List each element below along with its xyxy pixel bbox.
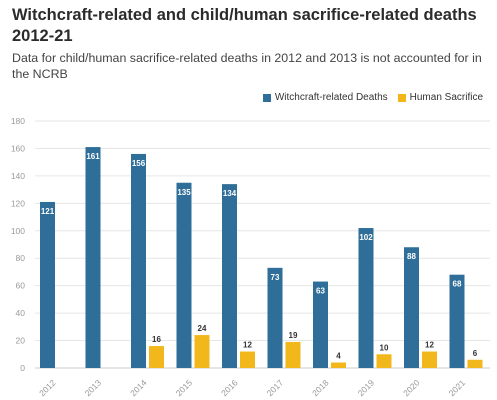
bar-witchcraft[interactable] <box>267 267 283 368</box>
y-tick-label: 0 <box>20 363 25 373</box>
data-label: 24 <box>198 324 207 333</box>
chart-legend: Witchcraft-related Deaths Human Sacrific… <box>262 92 483 103</box>
data-label: 16 <box>152 335 161 344</box>
data-label: 4 <box>336 352 341 361</box>
data-label: 88 <box>407 252 416 261</box>
y-tick-label: 60 <box>16 281 26 291</box>
bar-human-sacrifice[interactable] <box>149 346 164 368</box>
data-label: 12 <box>425 341 434 350</box>
x-tick-label: 2012 <box>37 377 58 398</box>
data-label: 19 <box>289 331 298 340</box>
bar-witchcraft[interactable] <box>358 228 374 368</box>
y-tick-label: 40 <box>16 308 26 318</box>
bar-human-sacrifice[interactable] <box>467 359 483 368</box>
legend-item-human-sacrifice[interactable]: Human Sacrifice <box>397 92 483 103</box>
x-tick-label: 2013 <box>83 377 104 398</box>
y-tick-label: 140 <box>11 171 25 181</box>
legend-label-human-sacrifice: Human Sacrifice <box>409 92 483 103</box>
data-label: 10 <box>380 343 389 352</box>
data-label: 12 <box>243 341 252 350</box>
bar-witchcraft[interactable] <box>40 201 55 368</box>
x-tick-label: 2020 <box>401 377 422 398</box>
x-tick-label: 2021 <box>447 377 468 398</box>
y-tick-label: 80 <box>16 253 26 263</box>
bar-witchcraft[interactable] <box>131 153 146 368</box>
data-label: 63 <box>316 287 325 296</box>
y-tick-label: 160 <box>11 143 25 153</box>
bar-witchcraft[interactable] <box>176 182 192 368</box>
data-label: 161 <box>86 152 100 161</box>
legend-swatch-human-sacrifice <box>397 93 406 102</box>
x-tick-label: 2019 <box>356 377 377 398</box>
bar-human-sacrifice[interactable] <box>331 362 346 368</box>
y-tick-label: 100 <box>11 226 25 236</box>
y-tick-label: 120 <box>11 198 25 208</box>
bar-witchcraft[interactable] <box>222 184 237 368</box>
bar-witchcraft[interactable] <box>85 147 101 368</box>
chart-title: Witchcraft-related and child/human sacri… <box>12 6 477 45</box>
y-tick-label: 180 <box>11 116 25 126</box>
data-label: 6 <box>473 349 478 358</box>
x-tick-label: 2015 <box>174 377 195 398</box>
data-label: 102 <box>359 233 373 242</box>
legend-swatch-witchcraft <box>262 93 271 102</box>
data-label: 73 <box>271 273 280 282</box>
data-label: 68 <box>453 280 462 289</box>
y-tick-label: 20 <box>16 336 26 346</box>
data-label: 135 <box>177 188 191 197</box>
bar-human-sacrifice[interactable] <box>240 351 255 368</box>
chart-subtitle: Data for child/human sacrifice-related d… <box>12 51 482 81</box>
x-tick-label: 2016 <box>219 377 240 398</box>
x-tick-label: 2017 <box>265 377 286 398</box>
legend-item-witchcraft[interactable]: Witchcraft-related Deaths <box>262 92 388 103</box>
data-label: 134 <box>223 189 237 198</box>
bar-witchcraft[interactable] <box>449 274 465 368</box>
bar-human-sacrifice[interactable] <box>422 351 437 368</box>
bar-human-sacrifice[interactable] <box>285 341 301 368</box>
legend-label-witchcraft: Witchcraft-related Deaths <box>274 92 388 103</box>
data-label: 156 <box>132 159 146 168</box>
data-label: 121 <box>41 207 55 216</box>
bar-human-sacrifice[interactable] <box>194 335 210 368</box>
x-tick-label: 2014 <box>128 377 149 398</box>
bar-human-sacrifice[interactable] <box>376 354 392 368</box>
bar-witchcraft[interactable] <box>313 281 328 368</box>
bar-witchcraft[interactable] <box>404 247 419 368</box>
x-tick-label: 2018 <box>310 377 331 398</box>
